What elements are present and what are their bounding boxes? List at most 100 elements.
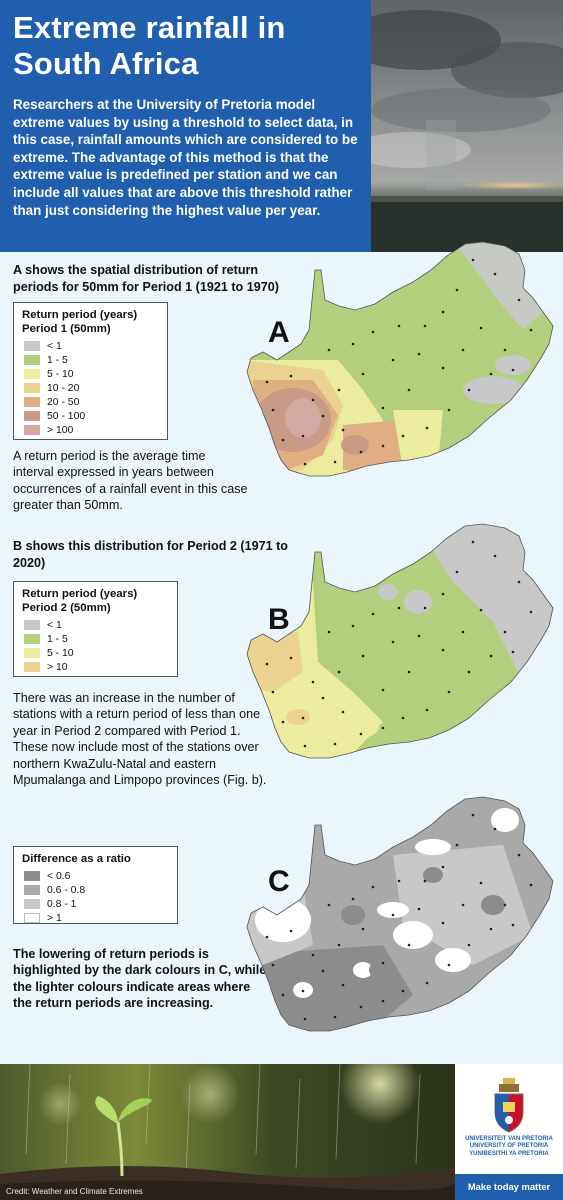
station-marker <box>359 450 363 454</box>
station-marker <box>397 879 401 883</box>
station-marker <box>371 885 375 889</box>
station-marker <box>417 907 421 911</box>
station-marker <box>337 943 341 947</box>
station-marker <box>351 897 355 901</box>
station-marker <box>351 624 355 628</box>
station-marker <box>493 827 497 831</box>
station-marker <box>517 580 521 584</box>
station-marker <box>447 408 451 412</box>
station-marker <box>529 883 533 887</box>
station-marker <box>321 414 325 418</box>
station-marker <box>281 720 285 724</box>
station-marker <box>321 969 325 973</box>
legend-label: 5 - 10 <box>47 368 74 380</box>
legend-swatch <box>24 369 40 379</box>
legend-label: > 10 <box>47 661 68 673</box>
station-marker <box>391 640 395 644</box>
station-marker <box>333 742 337 746</box>
station-marker <box>289 656 293 660</box>
station-marker <box>303 462 307 466</box>
station-marker <box>359 732 363 736</box>
legend-item: 5 - 10 <box>22 646 169 660</box>
station-marker <box>401 989 405 993</box>
legend-swatch <box>24 620 40 630</box>
legend-c-title: Difference as a ratio <box>22 853 131 865</box>
station-marker <box>341 428 345 432</box>
station-marker <box>517 853 521 857</box>
station-marker <box>303 744 307 748</box>
station-marker <box>271 963 275 967</box>
station-marker <box>471 813 475 817</box>
station-marker <box>381 406 385 410</box>
station-marker <box>471 540 475 544</box>
station-marker <box>327 630 331 634</box>
legend-label: > 100 <box>47 424 74 436</box>
station-marker <box>381 726 385 730</box>
station-marker <box>441 648 445 652</box>
station-marker <box>417 634 421 638</box>
legend-swatch <box>24 871 40 881</box>
university-crest-icon <box>494 1078 524 1133</box>
station-marker <box>441 366 445 370</box>
station-marker <box>471 258 475 262</box>
legend-c: Difference as a ratio < 0.6 0.6 - 0.8 0.8 … <box>13 846 178 924</box>
station-marker <box>407 388 411 392</box>
legend-swatch <box>24 634 40 644</box>
station-marker <box>333 460 337 464</box>
legend-swatch <box>24 899 40 909</box>
station-marker <box>289 374 293 378</box>
title-line-2: South Africa <box>13 46 199 81</box>
station-marker <box>407 670 411 674</box>
station-marker <box>503 903 507 907</box>
seedling-photo: Credit: Weather and Climate Extremes <box>0 1064 455 1200</box>
legend-label: 5 - 10 <box>47 647 74 659</box>
station-marker <box>301 716 305 720</box>
station-marker <box>493 554 497 558</box>
station-marker <box>303 1017 307 1021</box>
station-marker <box>511 650 515 654</box>
station-marker <box>327 348 331 352</box>
legend-a-title: Return period (years) <box>22 309 138 321</box>
header-text: Extreme rainfall in South Africa Researc… <box>0 0 371 252</box>
legend-item: 5 - 10 <box>22 367 159 381</box>
station-marker <box>407 943 411 947</box>
page-title: Extreme rainfall in South Africa <box>13 10 359 82</box>
legend-label: 0.6 - 0.8 <box>47 884 86 896</box>
legend-swatch <box>24 411 40 421</box>
station-marker <box>529 610 533 614</box>
intro-text: Researchers at the University of Pretori… <box>13 97 358 218</box>
legend-label: 10 - 20 <box>47 382 80 394</box>
station-marker <box>265 662 269 666</box>
legend-label: < 1 <box>47 619 62 631</box>
station-marker <box>489 372 493 376</box>
header-banner: Extreme rainfall in South Africa Researc… <box>0 0 563 252</box>
station-marker <box>423 324 427 328</box>
legend-a: Return period (years) Period 1 (50mm) < … <box>13 302 168 440</box>
station-marker <box>425 426 429 430</box>
station-marker <box>461 348 465 352</box>
station-marker <box>327 903 331 907</box>
station-marker <box>479 608 483 612</box>
station-marker <box>381 444 385 448</box>
station-marker <box>401 716 405 720</box>
section-b-note: There was an increase in the number of s… <box>13 691 267 788</box>
legend-swatch <box>24 885 40 895</box>
legend-item: < 1 <box>22 618 169 632</box>
legend-swatch <box>24 662 40 672</box>
station-marker <box>333 1015 337 1019</box>
legend-swatch <box>24 383 40 393</box>
station-marker <box>341 710 345 714</box>
legend-item: 1 - 5 <box>22 632 169 646</box>
station-marker <box>289 929 293 933</box>
station-marker <box>361 927 365 931</box>
section-a-note: A return period is the average time inte… <box>13 449 248 513</box>
station-marker <box>311 680 315 684</box>
station-marker <box>271 690 275 694</box>
station-marker <box>479 881 483 885</box>
station-marker <box>467 388 471 392</box>
legend-label: 20 - 50 <box>47 396 80 408</box>
station-marker <box>447 963 451 967</box>
map-c-label: C <box>268 865 290 898</box>
station-marker <box>381 961 385 965</box>
legend-label: < 1 <box>47 340 62 352</box>
